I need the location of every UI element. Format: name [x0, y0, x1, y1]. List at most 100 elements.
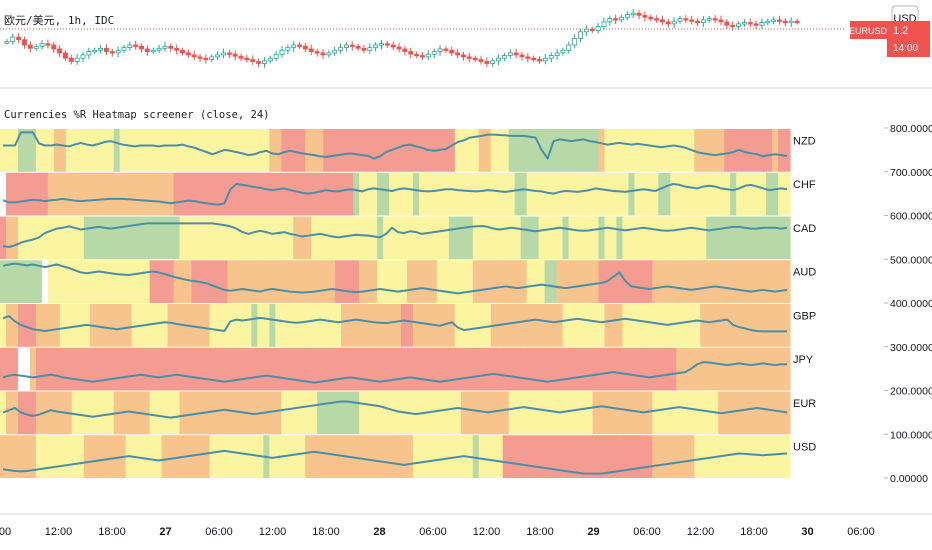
price-scale[interactable]: USD EURUSD 1.2 14:00 — [849, 5, 930, 57]
heatmap-cell — [377, 304, 384, 347]
heatmap-cell — [730, 172, 737, 216]
heatmap-cell — [371, 172, 378, 216]
heatmap-cell — [149, 260, 157, 303]
heatmap-cell — [263, 216, 270, 260]
heatmap-cell — [323, 391, 330, 435]
heatmap-cell — [520, 129, 528, 172]
heatmap-cell — [592, 172, 600, 216]
candle-body — [461, 54, 466, 58]
heatmap-cell — [586, 435, 594, 478]
candle-body — [51, 44, 57, 50]
heatmap-cell — [646, 216, 653, 260]
heatmap-cell — [748, 172, 755, 216]
candle-body — [221, 52, 226, 56]
heatmap-lines — [2, 131, 788, 475]
heatmap-cell — [706, 391, 713, 435]
heatmap-cell — [53, 435, 61, 478]
heatmap-cell — [700, 172, 707, 216]
heatmap-cell — [502, 391, 510, 435]
heatmap-cell — [496, 129, 504, 172]
candle-body — [238, 55, 244, 59]
row-label: CAD — [793, 223, 816, 235]
indicator-pane[interactable]: Currencies %R Heatmap screener (close, 2… — [0, 109, 932, 485]
heatmap-cell — [544, 304, 552, 347]
heatmap-cell — [586, 216, 594, 260]
heatmap-cell — [149, 435, 157, 478]
heatmap-cell — [514, 435, 522, 478]
heatmap-cell — [209, 260, 217, 303]
heatmap-cell — [532, 260, 540, 303]
heatmap-cell — [101, 347, 109, 391]
time-axis[interactable]: 00 12:00 18:00 27 06:00 12:00 18:00 28 06:00 12:0… — [0, 526, 875, 538]
heatmap-cell — [47, 304, 55, 347]
heatmap-cell — [448, 172, 456, 216]
heatmap-cell — [676, 435, 683, 478]
heatmap-cell — [574, 304, 582, 347]
heatmap-cell — [167, 435, 175, 478]
heatmap-cell — [628, 129, 635, 172]
heatmap-cell — [173, 391, 181, 435]
heatmap-cell — [436, 172, 444, 216]
heatmap-cell — [484, 435, 492, 478]
heatmap-cell — [161, 304, 169, 347]
heatmap-cell — [544, 216, 552, 260]
heatmap-cell — [484, 304, 492, 347]
heatmap-cell — [371, 435, 378, 478]
heatmap-cell — [155, 172, 163, 216]
heatmap-cell — [598, 435, 606, 478]
heatmap-cell — [478, 391, 486, 435]
heatmap-cell — [616, 347, 624, 391]
heatmap-cell — [47, 435, 55, 478]
heatmap-cell — [167, 260, 175, 303]
heatmap-cell — [5, 347, 13, 391]
heatmap-cell — [287, 391, 294, 435]
heatmap-cell — [83, 172, 91, 216]
heatmap-cell — [263, 347, 270, 391]
heatmap-cell — [748, 260, 755, 303]
heatmap-cell — [508, 260, 516, 303]
heatmap-cell — [598, 391, 606, 435]
heatmap-cell — [335, 129, 342, 172]
heatmap-cell — [616, 391, 624, 435]
heatmap-cell — [203, 260, 211, 303]
heatmap-cell — [490, 172, 498, 216]
heatmap-cell — [646, 391, 653, 435]
price-pane[interactable]: 欧元/美元, 1h, IDC — [0, 9, 845, 68]
candle-body — [619, 16, 624, 21]
candle-body — [484, 61, 490, 64]
heatmap-cell — [155, 216, 163, 260]
candle-body — [595, 26, 601, 31]
heatmap-cell — [754, 216, 761, 260]
heatmap-cell — [161, 391, 169, 435]
heatmap-cell — [688, 260, 695, 303]
heatmap-cell — [35, 129, 43, 172]
heatmap-cell — [323, 435, 330, 478]
heatmap-cell — [83, 260, 91, 303]
heatmap-cell — [83, 391, 91, 435]
heatmap-cell — [502, 347, 510, 391]
heatmap-cell — [514, 347, 522, 391]
heatmap-cell — [712, 172, 719, 216]
heatmap-cell — [29, 129, 37, 172]
heatmap-cell — [622, 347, 630, 391]
heatmap-cell — [754, 347, 761, 391]
heatmap-cell — [113, 260, 121, 303]
heatmap-cell — [269, 304, 276, 347]
heatmap-cell — [221, 260, 229, 303]
heatmap-cell — [418, 435, 426, 478]
heatmap-cell — [496, 216, 504, 260]
heatmap-cell — [766, 172, 773, 216]
heatmap-cell — [383, 347, 390, 391]
heatmap-cell — [472, 347, 480, 391]
heatmap-cell — [478, 129, 486, 172]
heatmap-cell — [460, 172, 468, 216]
heatmap-cell — [227, 347, 235, 391]
heatmap-cell — [526, 172, 534, 216]
heatmap-cell — [23, 304, 31, 347]
heatmap-cell — [700, 129, 707, 172]
heatmap-cell — [406, 260, 414, 303]
heatmap-cell — [341, 391, 348, 435]
heatmap-cell — [574, 216, 582, 260]
heatmap-cell — [532, 435, 540, 478]
